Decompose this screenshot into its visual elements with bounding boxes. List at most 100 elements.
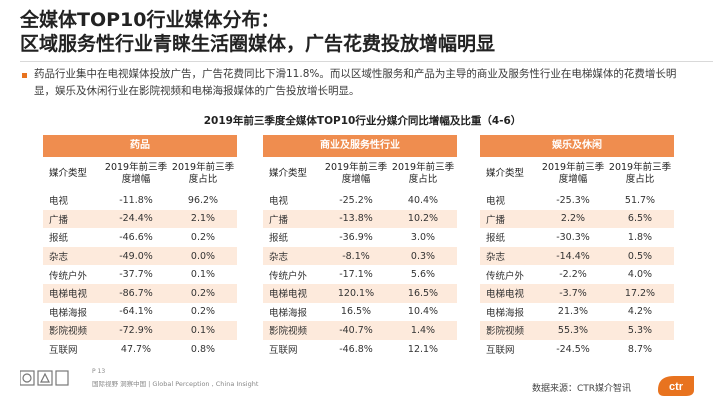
table-group-title: 2019年前三季度全媒体TOP10行业分媒介同比增幅及比重（4-6）	[203, 115, 522, 127]
description-text: 药品行业集中在电视媒体投放广告，广告花费同比下滑11.8%。而以区域性服务和产品…	[34, 68, 677, 97]
share-cell: 1.8%	[627, 231, 653, 243]
growth-cell: -72.9%	[119, 324, 153, 336]
media-type-cell: 互联网	[486, 345, 515, 357]
table-row: 电梯海报 -64.1% 0.2%	[43, 302, 237, 322]
table-row: 杂志 -14.4% 0.5%	[480, 246, 674, 266]
media-type-cell: 电视	[486, 196, 506, 208]
media-type-cell: 影院视频	[269, 326, 308, 338]
table-row: 电梯电视 -86.7% 0.2%	[43, 283, 237, 303]
table-row: 互联网 -24.5% 8.7%	[480, 339, 674, 359]
media-type-cell: 传统户外	[486, 270, 525, 282]
media-type-cell: 互联网	[269, 345, 298, 357]
media-type-cell: 电梯电视	[269, 289, 308, 301]
page-title: 全媒体TOP10行业媒体分布： 区域服务性行业青睐生活圈媒体，广告花费投放增幅明…	[20, 8, 710, 57]
col-share: 2019年前三季度占比	[171, 162, 235, 185]
share-cell: 10.4%	[407, 306, 439, 318]
table-row: 报纸 -46.6% 0.2%	[43, 228, 237, 247]
table-row: 电梯电视 120.1% 16.5%	[263, 283, 457, 303]
share-cell: 0.2%	[190, 287, 216, 299]
media-type-cell: 互联网	[49, 345, 78, 357]
rating-logo-icon	[20, 370, 69, 386]
col-growth: 2019年前三季度增幅	[324, 162, 388, 185]
table-header: 药品	[43, 135, 237, 157]
share-cell: 96.2%	[187, 194, 219, 206]
share-cell: 0.0%	[190, 250, 216, 262]
share-cell: 6.5%	[627, 213, 653, 225]
media-type-cell: 报纸	[486, 233, 506, 245]
column-headers: 媒介类型 2019年前三季度增幅 2019年前三季度占比	[263, 157, 457, 191]
growth-cell: -17.1%	[339, 269, 373, 281]
share-cell: 2.1%	[190, 213, 216, 225]
table-row: 传统户外 -37.7% 0.1%	[43, 265, 237, 284]
share-cell: 10.2%	[407, 213, 439, 225]
share-cell: 3.0%	[410, 231, 436, 243]
growth-cell: 16.5%	[340, 306, 372, 318]
media-type-cell: 广播	[486, 214, 506, 226]
share-cell: 0.3%	[410, 250, 436, 262]
growth-cell: -46.6%	[119, 231, 153, 243]
share-cell: 4.2%	[627, 306, 653, 318]
media-type-cell: 传统户外	[269, 270, 308, 282]
growth-cell: -14.4%	[556, 250, 590, 262]
share-cell: 1.4%	[410, 324, 436, 336]
growth-cell: -3.7%	[559, 287, 587, 299]
media-type-cell: 电梯海报	[49, 307, 88, 319]
share-cell: 0.5%	[627, 250, 653, 262]
table-row: 电梯海报 21.3% 4.2%	[480, 302, 674, 322]
table-body: 电视 -25.2% 40.4% 广播 -13.8% 10.2% 报纸 -36.9% 3.0% 杂志…	[263, 191, 457, 359]
media-type-cell: 影院视频	[486, 326, 525, 338]
table-row: 杂志 -49.0% 0.0%	[43, 246, 237, 266]
media-type-cell: 报纸	[269, 233, 289, 245]
col-media: 媒介类型	[486, 168, 525, 179]
col-growth: 2019年前三季度增幅	[541, 162, 605, 185]
table-body: 电视 -11.8% 96.2% 广播 -24.4% 2.1% 报纸 -46.6% 0.2% 杂志 -…	[43, 191, 237, 359]
share-cell: 0.2%	[190, 306, 216, 318]
growth-cell: -49.0%	[119, 250, 153, 262]
share-cell: 0.1%	[190, 269, 216, 281]
bullet-icon	[22, 73, 27, 78]
share-cell: 8.7%	[627, 343, 653, 355]
media-type-cell: 广播	[49, 214, 69, 226]
table-row: 广播 -24.4% 2.1%	[43, 209, 237, 229]
growth-cell: -40.7%	[339, 324, 373, 336]
table-row: 电梯电视 -3.7% 17.2%	[480, 283, 674, 303]
growth-cell: -25.3%	[556, 194, 590, 206]
table-entertainment: 娱乐及休闲 媒介类型 2019年前三季度增幅 2019年前三季度占比 电视 -25…	[480, 135, 674, 359]
table-body: 电视 -25.3% 51.7% 广播 2.2% 6.5% 报纸 -30.3% 1.8% 杂志 -14…	[480, 191, 674, 359]
growth-cell: -2.2%	[559, 269, 587, 281]
growth-cell: -64.1%	[119, 306, 153, 318]
media-type-cell: 传统户外	[49, 270, 88, 282]
growth-cell: 55.3%	[557, 324, 589, 336]
growth-cell: -30.3%	[556, 231, 590, 243]
share-cell: 12.1%	[407, 343, 439, 355]
table-row: 传统户外 -2.2% 4.0%	[480, 265, 674, 284]
growth-cell: 2.2%	[560, 213, 586, 225]
title-divider	[20, 61, 713, 62]
growth-cell: 120.1%	[337, 287, 375, 299]
media-type-cell: 广播	[269, 214, 289, 226]
table-row: 电视 -11.8% 96.2%	[43, 191, 237, 210]
table-row: 互联网 -46.8% 12.1%	[263, 339, 457, 359]
table-row: 影院视频 -72.9% 0.1%	[43, 321, 237, 340]
table-pharma: 药品 媒介类型 2019年前三季度增幅 2019年前三季度占比 电视 -11.8%…	[43, 135, 237, 359]
growth-cell: -13.8%	[339, 213, 373, 225]
share-cell: 16.5%	[407, 287, 439, 299]
table-row: 报纸 -36.9% 3.0%	[263, 228, 457, 247]
share-cell: 0.1%	[190, 324, 216, 336]
table-row: 互联网 47.7% 0.8%	[43, 339, 237, 359]
table-row: 广播 2.2% 6.5%	[480, 209, 674, 229]
ctr-logo-icon: ctr	[658, 376, 694, 396]
ctr-logo-text: ctr	[669, 381, 684, 393]
share-cell: 40.4%	[407, 194, 439, 206]
growth-cell: -36.9%	[339, 231, 373, 243]
growth-cell: 47.7%	[120, 343, 152, 355]
media-type-cell: 杂志	[49, 252, 69, 264]
share-cell: 0.2%	[190, 231, 216, 243]
growth-cell: -24.4%	[119, 213, 153, 225]
col-share: 2019年前三季度占比	[391, 162, 455, 185]
growth-cell: -37.7%	[119, 269, 153, 281]
table-row: 影院视频 -40.7% 1.4%	[263, 321, 457, 340]
table-row: 影院视频 55.3% 5.3%	[480, 321, 674, 340]
media-type-cell: 杂志	[269, 252, 289, 264]
page-title-line2: 区域服务性行业青睐生活圈媒体，广告花费投放增幅明显	[20, 33, 496, 55]
